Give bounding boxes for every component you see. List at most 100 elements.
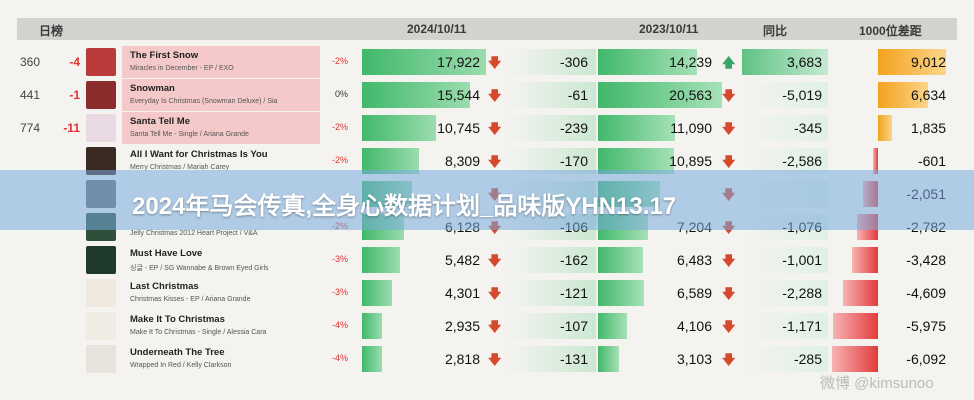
gap-header: 1000位差距: [859, 24, 922, 38]
value-2024: 10,745: [437, 120, 480, 136]
rank-change: -4: [69, 55, 80, 69]
value-2023: 20,563: [669, 87, 712, 103]
diff-bar: [508, 346, 596, 372]
yoy-diff: -5,019: [782, 87, 822, 103]
banner-text: 2024年马会传真,全身心数据计划_品味版YHN13.17: [132, 193, 677, 220]
yoy-bar: [742, 148, 828, 174]
bar-2023: [598, 280, 644, 306]
down-arrow-icon: 🡇: [722, 286, 736, 301]
percent-change: -2%: [331, 56, 348, 66]
bar-2024: [362, 82, 470, 108]
percent-change: -4%: [331, 353, 348, 363]
down-arrow-icon: 🡇: [722, 352, 736, 367]
compare-header: 同比: [763, 24, 788, 38]
yoy-diff: -2,586: [782, 153, 822, 169]
yoy-bar: [742, 280, 828, 306]
bar-2024: [362, 115, 437, 141]
bar-2023: [598, 313, 627, 339]
bar-2023: [598, 346, 620, 372]
diff-bar: [508, 280, 596, 306]
yoy-bar: [742, 346, 828, 372]
value-2023: 14,239: [669, 54, 712, 70]
song-subtitle: Santa Tell Me - Single / Ariana Grande: [130, 131, 249, 138]
bar-2024: [362, 148, 420, 174]
value-2023: 11,090: [670, 120, 712, 136]
diff-daily: -162: [559, 252, 588, 268]
bar-2023: [598, 148, 674, 174]
rank: 774: [20, 121, 41, 135]
gap-value: -5,975: [906, 318, 946, 334]
down-arrow-icon: 🡇: [488, 55, 502, 70]
album-cover: [86, 279, 116, 307]
bar-2023: [598, 82, 722, 108]
value-2023: 6,483: [676, 252, 712, 268]
value-2023: 4,106: [676, 318, 712, 334]
gap-value: -601: [917, 153, 946, 169]
album-cover: [86, 114, 116, 142]
song-title: Santa Tell Me: [130, 116, 191, 127]
percent-change: -3%: [331, 287, 348, 297]
value-2023: 6,589: [676, 285, 712, 301]
percent-change: -2%: [331, 155, 348, 165]
title-highlight: [122, 79, 320, 111]
diff-daily: -306: [559, 54, 588, 70]
value-2024: 15,544: [437, 87, 480, 103]
gap-value: -4,609: [906, 285, 946, 301]
down-arrow-icon: 🡇: [722, 154, 736, 169]
diff-daily: -170: [559, 153, 588, 169]
yoy-diff: -1,001: [782, 252, 822, 268]
diff-bar: [508, 148, 596, 174]
table-row: 774 -11 Santa Tell Me Santa Tell Me - Singl…: [0, 111, 974, 144]
up-arrow-icon: 🡅: [722, 55, 736, 70]
down-arrow-icon: 🡇: [488, 286, 502, 301]
value-2023: 10,895: [669, 153, 712, 169]
value-2024: 4,301: [444, 285, 480, 301]
song-title: All I Want for Christmas Is You: [130, 149, 268, 160]
song-subtitle: Everyday Is Christmas (Snowman Deluxe) /…: [130, 98, 278, 105]
overlay-banner: 2024年马会传真,全身心数据计划_品味版YHN13.17: [0, 170, 974, 230]
bar-2023: [598, 49, 698, 75]
watermark: 微博 @kimsunoo: [820, 375, 934, 392]
rank-change: -11: [63, 121, 80, 135]
song-subtitle: Merry Christmas / Mariah Carey: [130, 164, 230, 171]
song-subtitle: Miracles in December - EP / EXO: [130, 65, 234, 72]
gap-value: 1,835: [910, 120, 946, 136]
gap-bar: [852, 247, 878, 273]
album-cover: [86, 345, 116, 373]
diff-bar: [508, 247, 596, 273]
value-2024: 5,482: [444, 252, 480, 268]
song-title: Last Christmas: [130, 281, 199, 292]
yoy-diff: -1,171: [782, 318, 822, 334]
album-cover: [86, 246, 116, 274]
song-title: Underneath The Tree: [130, 347, 225, 358]
song-title: Snowman: [130, 83, 175, 94]
album-cover: [86, 48, 116, 76]
yoy-diff: -2,288: [782, 285, 822, 301]
diff-daily: -61: [567, 87, 588, 103]
gap-value: -3,428: [906, 252, 946, 268]
diff-bar: [508, 82, 596, 108]
bar-2023: [598, 247, 643, 273]
rank: 360: [20, 55, 41, 69]
down-arrow-icon: 🡇: [488, 154, 502, 169]
album-cover: [86, 81, 116, 109]
bar-2023: [598, 115, 675, 141]
down-arrow-icon: 🡇: [488, 121, 502, 136]
bar-2024: [362, 247, 401, 273]
table-header: 日榜 2024/10/11 2023/10/11 同比 1000位差距: [17, 18, 957, 40]
table-row: 360 -4 The First Snow Miracles in December …: [0, 45, 974, 78]
yoy-bar: [742, 49, 828, 75]
yoy-diff: -345: [793, 120, 822, 136]
down-arrow-icon: 🡇: [488, 319, 502, 334]
gap-bar: [878, 115, 892, 141]
diff-daily: -131: [559, 351, 588, 367]
diff-bar: [508, 313, 596, 339]
gap-bar: [873, 148, 878, 174]
diff-daily: -239: [559, 120, 588, 136]
song-subtitle: 싱글 - EP / SG Wannabe & Brown Eyed Girls: [130, 265, 269, 272]
gap-bar: [878, 49, 946, 75]
rank-change: -1: [69, 88, 80, 102]
yoy-diff: 3,683: [786, 54, 822, 70]
bar-2024: [362, 280, 392, 306]
table-row: Last Christmas Christmas Kisses - EP / Ar…: [0, 276, 974, 309]
